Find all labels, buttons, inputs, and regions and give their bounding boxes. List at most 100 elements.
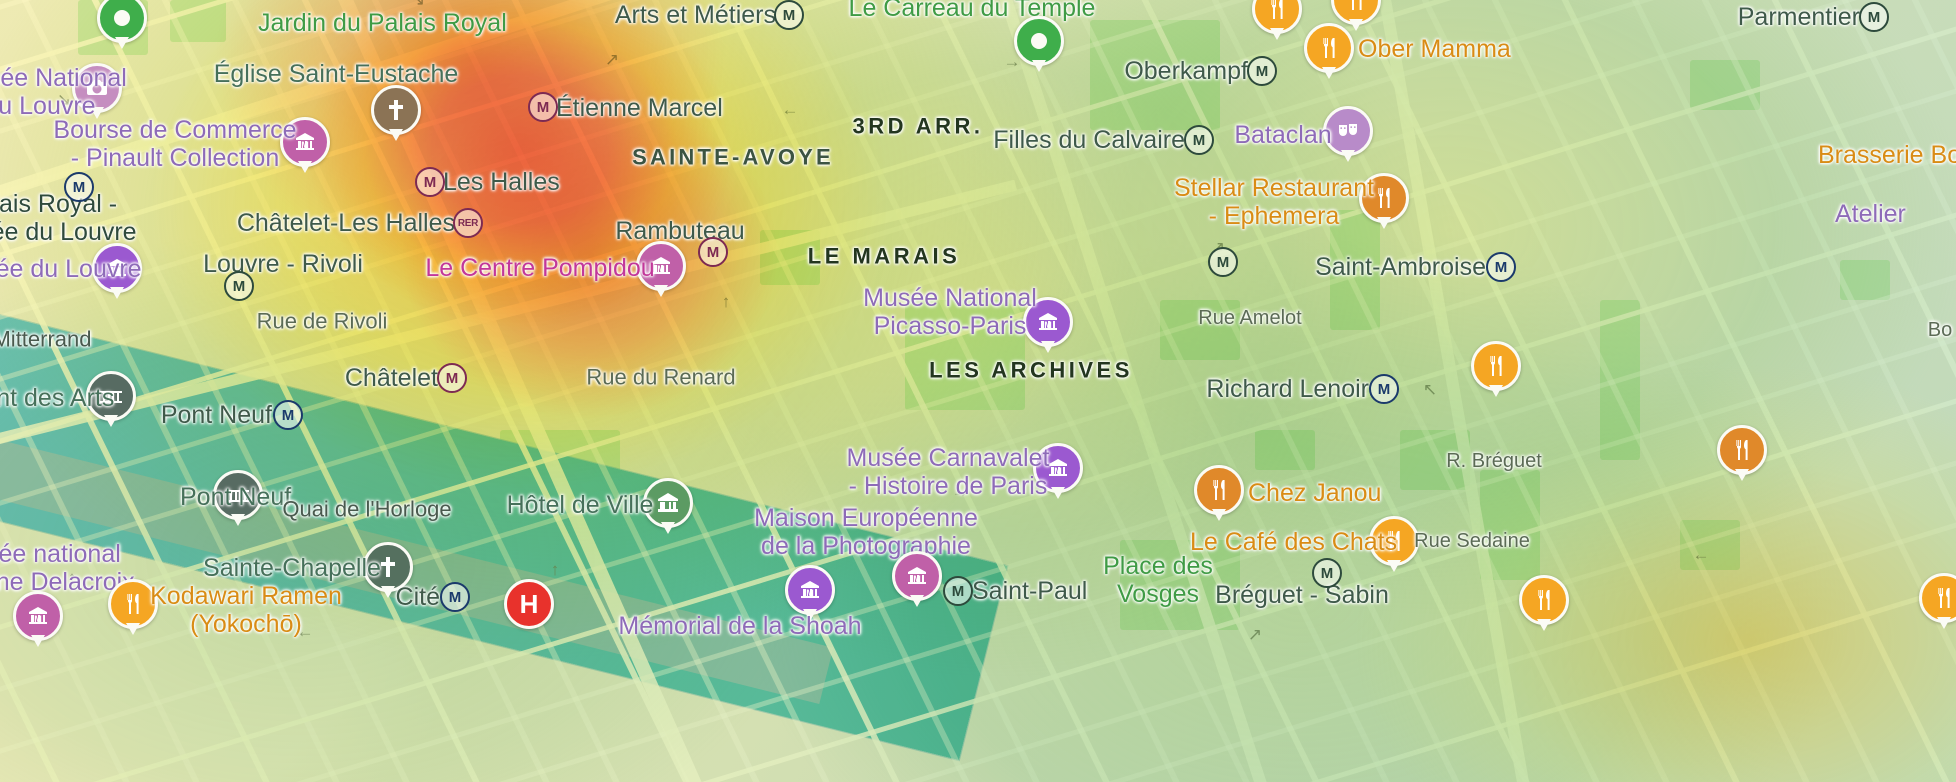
restaurant-icon-pin[interactable] xyxy=(1919,573,1956,629)
metro-station-icon[interactable]: M xyxy=(1184,125,1214,155)
transit-station-label[interactable]: Cité xyxy=(396,583,440,611)
neighborhood-label[interactable]: SAINTE-AVOYE xyxy=(632,145,834,171)
cross-icon-pin[interactable] xyxy=(371,85,421,141)
restaurant-icon-pin[interactable] xyxy=(1519,575,1569,631)
metro-station-icon[interactable]: M xyxy=(698,237,728,267)
rer-station-icon[interactable]: RER xyxy=(453,208,483,238)
poi-label[interactable]: Kodawari Ramen (Yokochō) xyxy=(150,582,342,638)
poi-label[interactable]: Sainte-Chapelle xyxy=(203,554,381,582)
transit-station-label[interactable]: Bréguet - Sabin xyxy=(1215,581,1389,609)
transit-station-label[interactable]: Saint-Paul xyxy=(972,577,1087,605)
poi-label[interactable]: Mémorial de la Shoah xyxy=(618,612,861,640)
metro-station-icon[interactable]: M xyxy=(1312,558,1342,588)
street-label[interactable]: Rue de Rivoli xyxy=(257,309,388,335)
poi-label[interactable]: Musée National Picasso-Paris xyxy=(863,284,1037,340)
metro-station-icon[interactable]: M xyxy=(1369,374,1399,404)
metro-station-icon[interactable]: M xyxy=(1486,252,1516,282)
transit-station-label[interactable]: Arts et Métiers xyxy=(615,1,776,29)
poi-label[interactable]: Le Centre Pompidou xyxy=(425,254,654,282)
poi-label[interactable]: Maison Européenne de la Photographie xyxy=(754,504,978,560)
museum-icon-pin[interactable]: M xyxy=(892,551,942,607)
poi-label[interactable]: Musée Nationaldu Louvre xyxy=(0,64,127,120)
restaurant-icon-pin[interactable] xyxy=(1717,425,1767,481)
poi-label[interactable]: Musée nationalEugène Delacroix xyxy=(0,540,135,596)
poi-label[interactable]: Le Carreau du Temple xyxy=(849,0,1096,22)
transit-station-label[interactable]: Saint-Ambroise xyxy=(1315,253,1486,281)
transit-station-label[interactable]: Filles du Calvaire xyxy=(993,126,1185,154)
restaurant-icon-pin[interactable] xyxy=(1331,0,1381,31)
park-marker-pin[interactable] xyxy=(1014,16,1064,72)
poi-label[interactable]: Atelier xyxy=(1835,200,1906,228)
street-label[interactable]: Bo xyxy=(1928,319,1952,341)
metro-station-icon[interactable]: M xyxy=(273,400,303,430)
restaurant-icon-pin[interactable] xyxy=(1304,23,1354,79)
hospital-marker-icon[interactable]: H xyxy=(504,579,554,629)
neighborhood-label[interactable]: LE MARAIS xyxy=(808,244,961,270)
metro-station-icon[interactable]: M xyxy=(528,92,558,122)
transit-station-label[interactable]: Étienne Marcel xyxy=(556,94,723,122)
metro-station-icon[interactable]: M xyxy=(64,172,94,202)
metro-station-icon[interactable]: M xyxy=(1208,247,1238,277)
poi-label[interactable]: Chez Janou xyxy=(1248,479,1381,507)
park-marker-pin[interactable] xyxy=(97,0,147,49)
museum-icon-pin[interactable]: M xyxy=(1023,297,1073,353)
transit-station-label[interactable]: Châtelet-Les Halles xyxy=(237,209,455,237)
transit-station-label[interactable]: Oberkampf xyxy=(1124,57,1248,85)
poi-label[interactable]: Pont Neuf xyxy=(180,483,291,511)
transit-station-label[interactable]: Parmentier xyxy=(1738,3,1860,31)
poi-label[interactable]: Ober Mamma xyxy=(1358,35,1511,63)
restaurant-icon-pin[interactable] xyxy=(1359,173,1409,229)
cityhall-icon-pin[interactable] xyxy=(643,478,693,534)
restaurant-icon-pin[interactable] xyxy=(108,579,158,635)
metro-station-icon[interactable]: M xyxy=(1247,56,1277,86)
metro-station-icon[interactable]: M xyxy=(1859,2,1889,32)
street-label[interactable]: Rue Sedaine xyxy=(1414,530,1530,552)
poi-label[interactable]: Brasserie Bofinger xyxy=(1818,141,1956,169)
street-label[interactable]: Rue Amelot xyxy=(1198,307,1301,329)
street-label[interactable]: R. Bréguet xyxy=(1446,450,1542,472)
neighborhood-label[interactable]: 3RD ARR. xyxy=(852,114,983,140)
poi-label[interactable]: Le Café des Chats xyxy=(1190,528,1397,556)
museum-icon-pin[interactable]: M xyxy=(785,565,835,621)
transit-station-label[interactable]: Rambuteau xyxy=(615,217,744,245)
poi-label[interactable]: Stellar Restaurant - Ephemera xyxy=(1174,174,1374,230)
poi-label[interactable]: Pont des Arts xyxy=(0,384,114,412)
transit-station-label[interactable]: Louvre - Rivoli xyxy=(203,250,363,278)
transit-station-label[interactable]: Châtelet xyxy=(345,364,438,392)
museum-icon-pin[interactable]: M xyxy=(13,591,63,647)
metro-station-icon[interactable]: M xyxy=(774,0,804,30)
transit-station-label[interactable]: Les Halles xyxy=(443,168,560,196)
metro-station-icon[interactable]: M xyxy=(224,271,254,301)
museum-icon-pin[interactable]: M xyxy=(92,243,142,299)
transit-station-label[interactable]: Richard Lenoir xyxy=(1206,375,1369,403)
metro-station-icon[interactable]: M xyxy=(415,167,445,197)
poi-label[interactable]: Jardin du Palais Royal xyxy=(258,9,507,37)
poi-label[interactable]: Église Saint-Eustache xyxy=(214,60,459,88)
metro-station-icon[interactable]: M xyxy=(437,363,467,393)
cross-icon-pin[interactable] xyxy=(363,542,413,598)
street-label[interactable]: Rue du Renard xyxy=(586,365,735,391)
restaurant-icon-pin[interactable] xyxy=(1369,516,1419,572)
museum-icon-pin[interactable]: M xyxy=(280,117,330,173)
street-label[interactable]: Mitterrand xyxy=(0,327,92,353)
poi-label[interactable]: Bourse de Commerce - Pinault Collection xyxy=(53,116,296,172)
street-label[interactable]: Quai de l'Horloge xyxy=(282,497,451,523)
restaurant-icon-pin[interactable] xyxy=(1194,465,1244,521)
poi-label[interactable]: Musée Carnavalet - Histoire de Paris xyxy=(847,444,1050,500)
neighborhood-label[interactable]: LES ARCHIVES xyxy=(929,358,1133,384)
poi-label[interactable]: Bataclan xyxy=(1234,121,1331,149)
poi-label[interactable]: Palais Royal -Musée du Louvre xyxy=(0,190,137,246)
museum-icon-pin[interactable]: M xyxy=(636,241,686,297)
metro-station-icon[interactable]: M xyxy=(440,582,470,612)
transit-station-label[interactable]: Pont Neuf xyxy=(161,401,272,429)
restaurant-icon-pin[interactable] xyxy=(1252,0,1302,40)
poi-label[interactable]: Place des Vosges xyxy=(1103,552,1213,608)
theater-masks-icon-pin[interactable] xyxy=(1323,106,1373,162)
poi-label[interactable]: Musée du Louvre xyxy=(0,255,142,283)
poi-label[interactable]: Hôtel de Ville xyxy=(507,491,654,519)
metro-station-icon[interactable]: M xyxy=(943,576,973,606)
restaurant-icon-pin[interactable] xyxy=(1471,341,1521,397)
bridge-icon-pin[interactable] xyxy=(86,371,136,427)
